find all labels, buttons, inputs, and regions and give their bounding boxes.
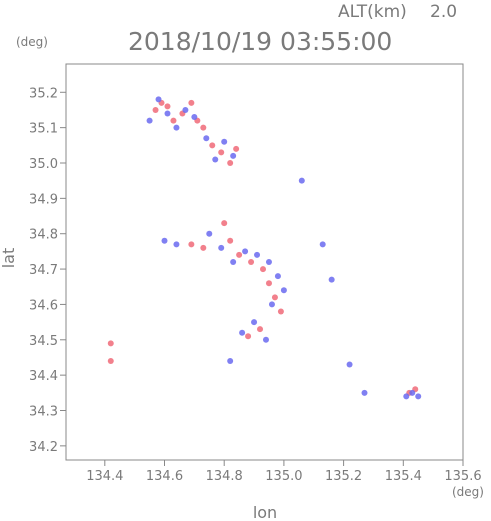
data-point (242, 248, 249, 255)
data-point (251, 319, 258, 326)
data-point (152, 106, 159, 113)
x-axis-label: lon (253, 503, 277, 521)
data-point (218, 244, 225, 251)
altitude-value: 2.0 (430, 2, 457, 22)
chart-title: 2018/10/19 03:55:00 (128, 27, 392, 56)
data-point (221, 220, 228, 227)
data-point (265, 259, 272, 265)
data-point (227, 160, 234, 166)
y-tick-label: 34.6 (29, 298, 58, 313)
data-point (188, 241, 195, 248)
plot-frame (65, 63, 464, 461)
data-point (257, 326, 264, 333)
data-point (248, 259, 255, 265)
data-point (191, 114, 198, 121)
y-tick-label: 34.8 (29, 228, 58, 243)
x-tick-label: 134.6 (146, 469, 183, 484)
data-point (164, 103, 171, 110)
data-point (173, 124, 180, 131)
data-point (403, 393, 410, 400)
axis-ticks: 134.4 134.6 134.8 135.0 135.2 135.4 135.6 34.2 3… (29, 86, 482, 484)
y-tick-label: 35.1 (29, 122, 58, 137)
data-point (319, 241, 326, 248)
data-point (233, 145, 240, 152)
x-tick-label: 135.0 (265, 469, 302, 484)
x-tick-label: 134.8 (206, 469, 243, 484)
data-point (239, 329, 246, 336)
data-point (170, 117, 177, 124)
y-tick-label: 35.0 (29, 157, 58, 172)
data-point (265, 280, 272, 287)
data-point (227, 358, 234, 364)
y-tick-label: 34.9 (29, 192, 58, 207)
x-unit-label: (deg) (452, 485, 484, 499)
x-tick-label: 134.4 (86, 469, 123, 484)
y-tick-label: 34.5 (29, 334, 58, 349)
data-point (203, 135, 210, 142)
data-point (227, 237, 234, 244)
data-point (236, 251, 243, 258)
data-point (200, 244, 207, 251)
data-point (161, 237, 168, 244)
data-point (415, 393, 422, 400)
y-tick-label: 34.4 (29, 369, 58, 384)
data-point (188, 99, 195, 106)
data-point (212, 156, 219, 163)
data-point (206, 230, 213, 237)
x-tick-label: 135.4 (385, 469, 422, 484)
data-points (107, 96, 422, 400)
y-tick-label: 35.2 (29, 86, 58, 101)
data-point (254, 251, 261, 258)
data-point (277, 308, 284, 315)
data-point (260, 266, 267, 273)
data-point (409, 389, 416, 396)
data-point (230, 152, 237, 159)
data-point (245, 333, 252, 340)
y-tick-label: 34.3 (29, 405, 58, 420)
data-point (107, 340, 114, 347)
data-point (328, 276, 335, 283)
data-point (230, 259, 237, 265)
data-point (298, 177, 305, 184)
data-point (200, 124, 207, 131)
data-point (218, 149, 225, 156)
data-point (271, 294, 278, 301)
data-point (346, 361, 353, 368)
y-tick-label: 34.7 (29, 263, 58, 278)
y-tick-label: 34.2 (29, 440, 58, 455)
data-point (155, 96, 162, 103)
data-point (164, 110, 171, 117)
x-tick-label: 135.2 (325, 469, 362, 484)
data-point (274, 273, 281, 280)
data-point (268, 301, 275, 308)
data-point (107, 358, 114, 364)
data-point (173, 241, 180, 248)
data-point (209, 142, 216, 149)
data-point (361, 389, 368, 396)
data-point (262, 336, 269, 343)
data-point (182, 106, 189, 113)
data-point (280, 287, 287, 294)
x-tick-label: 135.6 (444, 469, 481, 484)
data-point (146, 117, 153, 124)
altitude-label: ALT(km) (338, 2, 407, 22)
y-unit-label: (deg) (16, 35, 48, 49)
data-point (221, 138, 228, 145)
y-axis-label: lat (0, 248, 18, 269)
